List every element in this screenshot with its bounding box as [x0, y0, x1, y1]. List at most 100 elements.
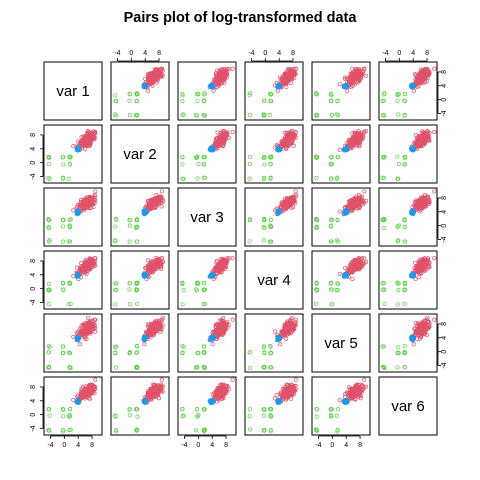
data-point — [353, 67, 358, 72]
data-point — [284, 84, 289, 90]
data-point — [314, 224, 319, 229]
data-point — [268, 155, 273, 160]
data-point — [68, 155, 73, 160]
data-point — [134, 224, 139, 229]
data-point — [114, 365, 119, 370]
data-point — [337, 147, 342, 152]
data-point — [83, 143, 88, 149]
data-point — [364, 73, 369, 78]
data-point — [409, 82, 415, 87]
data-point — [148, 80, 153, 85]
data-point — [396, 288, 401, 293]
data-point — [127, 287, 132, 292]
data-point — [68, 281, 73, 286]
data-point — [402, 218, 407, 223]
data-point — [262, 155, 267, 160]
data-point — [272, 329, 278, 334]
data-point — [427, 70, 432, 75]
data-point — [60, 224, 66, 229]
data-point — [150, 264, 155, 269]
data-point — [417, 141, 422, 146]
variable-label: var 4 — [257, 272, 290, 289]
data-point — [85, 141, 91, 146]
data-point — [247, 218, 252, 223]
data-point — [395, 93, 400, 98]
variable-label: var 1 — [56, 83, 89, 100]
data-point — [289, 129, 295, 134]
data-point — [134, 287, 139, 292]
data-point — [354, 142, 359, 147]
data-point — [353, 133, 358, 138]
data-point — [329, 176, 334, 181]
data-point — [68, 224, 73, 229]
data-point — [284, 336, 289, 341]
data-point — [201, 162, 206, 167]
data-point — [46, 226, 52, 231]
data-point — [418, 67, 423, 72]
data-point — [113, 345, 118, 350]
data-point — [221, 80, 226, 85]
panel-frame — [43, 187, 103, 247]
data-point — [46, 302, 51, 307]
data-point — [432, 189, 437, 194]
data-point — [380, 175, 385, 180]
data-point — [416, 133, 421, 138]
data-point — [159, 70, 164, 75]
data-point — [314, 113, 319, 118]
data-point — [382, 91, 387, 96]
data-point — [88, 260, 93, 265]
data-point — [415, 200, 420, 205]
data-point — [275, 147, 280, 152]
data-point — [413, 132, 418, 138]
data-point — [216, 80, 221, 85]
data-point — [151, 197, 156, 202]
data-point — [145, 76, 151, 81]
data-point — [87, 137, 92, 142]
variable-label: var 5 — [324, 335, 357, 352]
data-point — [350, 131, 355, 136]
data-point — [337, 82, 342, 87]
data-point — [413, 260, 418, 265]
data-point — [286, 135, 291, 140]
data-point — [60, 239, 65, 244]
data-point — [314, 91, 319, 96]
data-point — [328, 155, 334, 160]
panel-frame — [43, 61, 103, 121]
data-point — [402, 224, 407, 229]
data-point — [358, 134, 363, 139]
panel-frame — [244, 187, 304, 247]
data-point — [156, 77, 161, 82]
data-point — [411, 88, 416, 93]
data-point — [349, 80, 354, 85]
panel-frame — [110, 61, 170, 121]
data-point — [268, 175, 273, 180]
data-point — [328, 224, 333, 229]
data-point — [396, 112, 401, 117]
data-point — [432, 256, 437, 261]
data-point — [86, 129, 91, 134]
data-point — [349, 198, 354, 203]
data-point — [353, 76, 358, 81]
panel-frame — [177, 124, 237, 184]
data-point — [159, 189, 164, 194]
data-point — [247, 176, 252, 181]
data-point — [148, 202, 153, 207]
data-point — [213, 76, 218, 81]
data-point — [329, 162, 334, 167]
data-point — [364, 129, 369, 134]
data-point — [81, 197, 86, 202]
data-point — [195, 91, 200, 96]
data-point — [426, 137, 432, 142]
data-point — [402, 113, 407, 118]
data-point — [313, 301, 319, 306]
data-point — [268, 113, 273, 118]
data-point — [83, 206, 88, 211]
data-point — [275, 84, 280, 89]
data-point — [181, 112, 186, 117]
data-point — [127, 113, 132, 118]
data-point — [89, 130, 94, 135]
data-point — [159, 204, 164, 209]
data-point — [114, 113, 119, 118]
data-point — [247, 93, 252, 98]
data-point — [358, 135, 364, 140]
